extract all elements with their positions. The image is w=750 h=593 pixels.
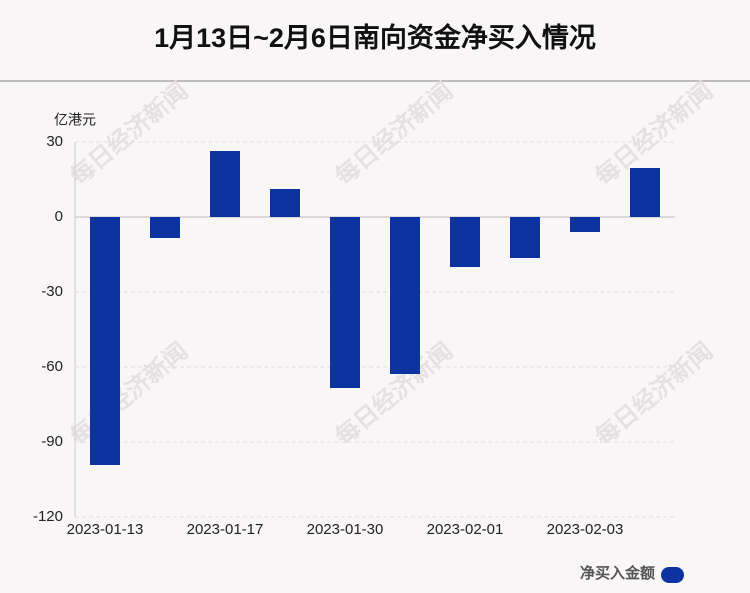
bar [270,189,300,217]
bar [210,151,240,217]
y-tick-label: 30 [46,133,63,150]
legend-label: 净买入金额 [580,564,655,582]
bar [150,217,180,238]
y-tick-label: -120 [33,508,63,525]
x-tick-label: 2023-02-03 [547,521,624,538]
x-tick-label: 2023-01-17 [187,521,264,538]
bar [450,217,480,267]
chart-title: 1月13日~2月6日南向资金净买入情况 [154,22,596,53]
x-tick-label: 2023-01-13 [67,521,144,538]
y-tick-label: -90 [41,433,63,450]
bar [630,168,660,217]
x-tick-label: 2023-02-01 [427,521,504,538]
y-tick-label: -30 [41,283,63,300]
bar [90,217,120,465]
y-tick-label: 0 [55,208,63,225]
x-tick-label: 2023-01-30 [307,521,384,538]
y-tick-label: -60 [41,358,63,375]
bar [390,217,420,374]
bar [510,217,540,258]
bar [570,217,600,232]
legend-swatch [661,567,684,583]
y-unit: 亿港元 [54,112,96,128]
bar [330,217,360,388]
